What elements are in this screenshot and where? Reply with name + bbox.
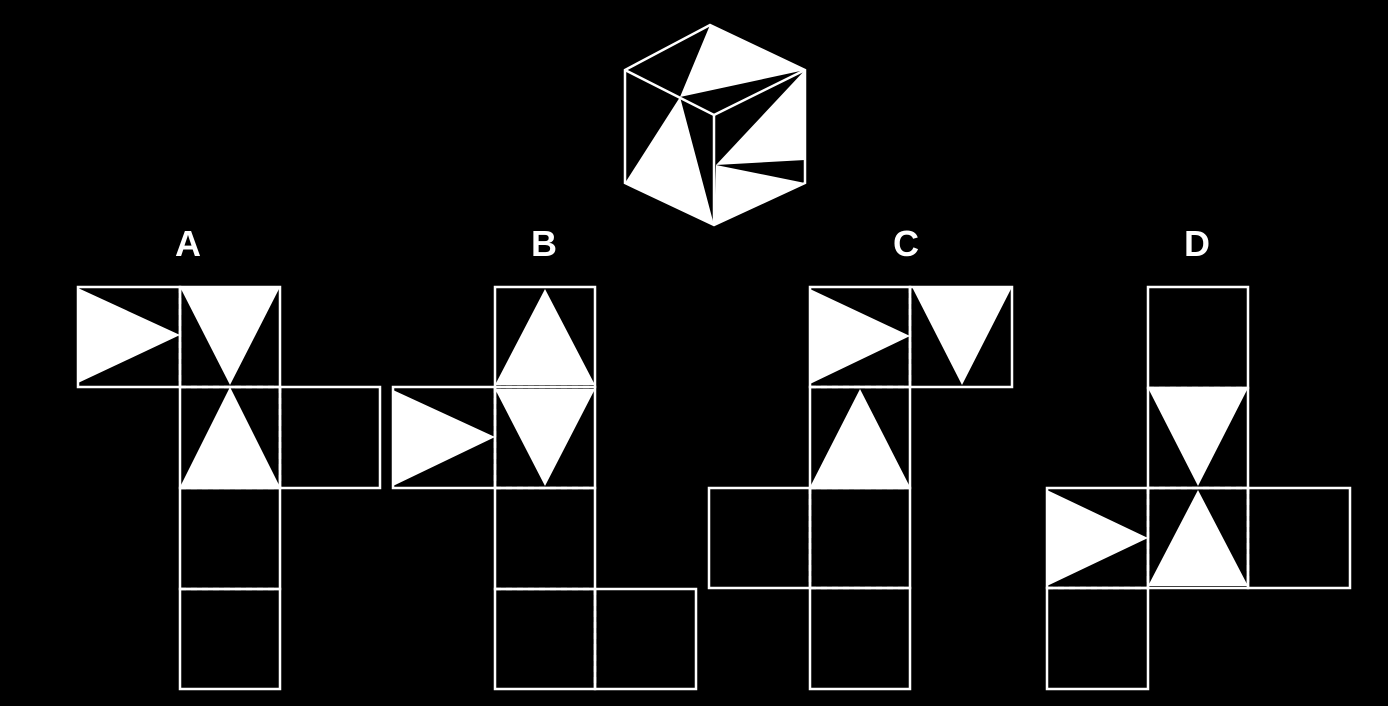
net-c-face-5 [808, 486, 912, 590]
net-d-face-4-triangle [1148, 490, 1248, 586]
net-c-face-2-triangle [912, 287, 1012, 385]
net-a-face-1-triangle [78, 288, 180, 383]
net-c-face-3-triangle [810, 389, 910, 487]
net-d-face-6 [1045, 586, 1150, 691]
net-b-face-4 [493, 486, 597, 591]
option-c-label[interactable]: C [893, 223, 919, 264]
option-b-label[interactable]: B [531, 223, 557, 264]
net-a-face-5 [178, 486, 282, 591]
net-c-face-6 [808, 586, 912, 691]
net-b-face-5 [493, 587, 597, 691]
net-c-face-4 [707, 486, 812, 590]
net-a-face-4 [278, 385, 382, 490]
cube-top-triangle [680, 25, 805, 97]
option-a-label[interactable]: A [175, 223, 201, 264]
option-d-label[interactable]: D [1184, 223, 1210, 264]
net-d-face-5 [1246, 486, 1352, 590]
net-d[interactable] [1045, 285, 1352, 691]
net-d-face-2-triangle [1148, 388, 1248, 486]
net-d-face-3-triangle [1047, 490, 1148, 586]
net-b-face-2-triangle [393, 390, 495, 486]
net-a-face-2-triangle [180, 287, 280, 385]
net-b[interactable] [391, 285, 698, 691]
net-d-face-1 [1146, 285, 1250, 390]
cube-right-triangle-upper [716, 70, 805, 165]
cube-left-triangle [625, 97, 714, 225]
net-b-face-1-triangle [495, 289, 595, 385]
net-c[interactable] [707, 285, 1014, 691]
net-a[interactable] [76, 285, 382, 691]
net-a-face-3-triangle [180, 387, 280, 487]
net-c-face-1-triangle [810, 289, 910, 384]
reference-cube [623, 23, 807, 227]
cube-right-triangle-lower [714, 165, 805, 225]
net-a-face-6 [178, 587, 282, 691]
net-b-face-3-triangle [495, 389, 595, 486]
net-b-face-6 [593, 587, 698, 691]
